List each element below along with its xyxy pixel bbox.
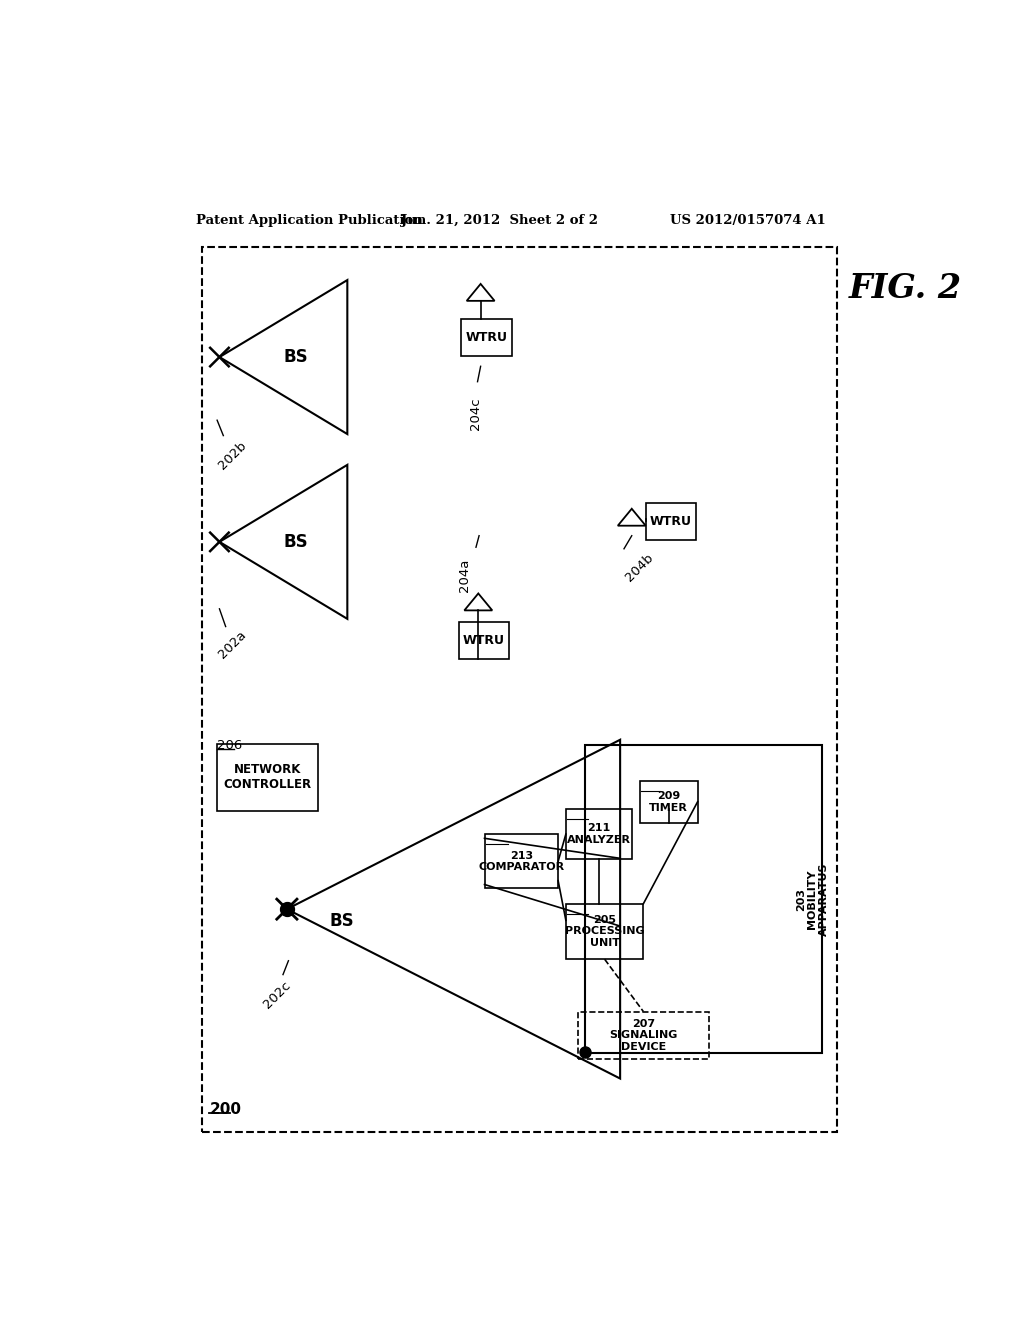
Text: 204c: 204c xyxy=(469,397,481,430)
Text: 202c: 202c xyxy=(261,978,294,1011)
Text: BS: BS xyxy=(284,533,308,550)
Bar xyxy=(484,834,558,888)
Text: 200: 200 xyxy=(209,1102,242,1117)
Text: 204b: 204b xyxy=(623,552,655,585)
Text: 206: 206 xyxy=(217,739,243,752)
Text: 202b: 202b xyxy=(216,440,249,473)
Text: 204a: 204a xyxy=(459,558,471,593)
Bar xyxy=(217,743,317,812)
Text: Jun. 21, 2012  Sheet 2 of 2: Jun. 21, 2012 Sheet 2 of 2 xyxy=(400,214,598,227)
Text: 207
SIGNALING
DEVICE: 207 SIGNALING DEVICE xyxy=(609,1019,678,1052)
Text: FIG. 2: FIG. 2 xyxy=(849,272,962,305)
Text: 205
PROCESSING
UNIT: 205 PROCESSING UNIT xyxy=(565,915,644,948)
Bar xyxy=(578,1011,710,1059)
Text: 209
TIMER: 209 TIMER xyxy=(649,791,688,813)
Bar xyxy=(586,744,821,1053)
Bar xyxy=(459,622,509,659)
Bar xyxy=(202,247,838,1133)
Text: WTRU: WTRU xyxy=(463,634,505,647)
Text: US 2012/0157074 A1: US 2012/0157074 A1 xyxy=(671,214,826,227)
Text: 203
MOBILITY
APPARATUS: 203 MOBILITY APPARATUS xyxy=(796,862,828,936)
Bar xyxy=(566,809,632,859)
Bar xyxy=(640,780,697,822)
Text: NETWORK
CONTROLLER: NETWORK CONTROLLER xyxy=(223,763,311,792)
Text: 202a: 202a xyxy=(216,628,249,661)
Text: BS: BS xyxy=(284,348,308,366)
Bar xyxy=(566,904,643,960)
Text: BS: BS xyxy=(330,912,354,929)
Text: Patent Application Publication: Patent Application Publication xyxy=(197,214,423,227)
Text: 211
ANALYZER: 211 ANALYZER xyxy=(567,824,631,845)
Text: WTRU: WTRU xyxy=(466,330,508,343)
Text: 213
COMPARATOR: 213 COMPARATOR xyxy=(478,850,564,873)
Text: WTRU: WTRU xyxy=(650,515,692,528)
Bar xyxy=(461,318,512,355)
Bar xyxy=(646,503,696,540)
